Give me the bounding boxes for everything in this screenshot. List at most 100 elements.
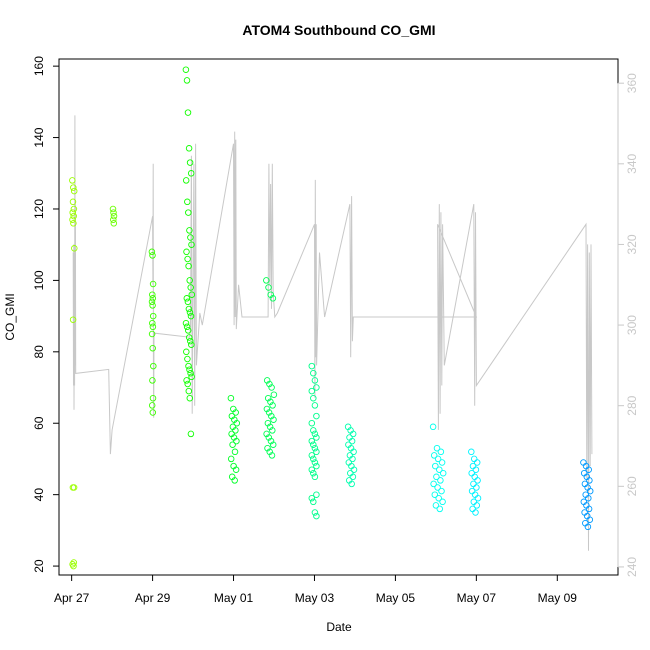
data-point xyxy=(266,423,274,431)
data-point xyxy=(186,394,194,402)
data-point xyxy=(263,377,271,384)
data-point xyxy=(474,477,481,484)
data-point xyxy=(269,402,276,409)
y-tick-label: 140 xyxy=(32,127,46,147)
data-point xyxy=(148,402,156,409)
x-tick-label: May 05 xyxy=(376,591,416,605)
data-point xyxy=(434,455,442,463)
data-point xyxy=(70,212,77,220)
data-point xyxy=(184,380,191,388)
data-point xyxy=(313,491,320,498)
data-point xyxy=(185,209,192,216)
data-point xyxy=(474,494,482,502)
data-point xyxy=(268,384,275,391)
data-point xyxy=(264,419,272,427)
data-point xyxy=(348,480,355,488)
data-point xyxy=(227,394,235,402)
data-point xyxy=(185,387,193,395)
data-point xyxy=(472,466,480,473)
y-tick-label: 60 xyxy=(32,416,46,430)
data-point xyxy=(470,498,478,506)
data-point xyxy=(149,323,157,331)
data-point xyxy=(469,505,476,513)
data-point xyxy=(263,277,270,284)
data-point xyxy=(268,452,276,459)
data-point xyxy=(187,170,195,177)
data-point xyxy=(308,452,316,459)
data-point xyxy=(471,491,479,498)
data-point xyxy=(185,362,192,370)
data-point xyxy=(311,430,319,438)
y-tick-label: 100 xyxy=(32,270,46,290)
y2-tick-label: 340 xyxy=(625,153,639,173)
data-point xyxy=(471,473,478,481)
data-point xyxy=(436,505,444,513)
x-axis-title: Date xyxy=(326,620,352,634)
data-point xyxy=(109,205,117,213)
data-point xyxy=(308,466,316,473)
data-point xyxy=(438,487,445,495)
secondary-series-layer xyxy=(72,115,593,551)
data-point xyxy=(311,377,319,384)
y-tick-label: 20 xyxy=(32,559,46,573)
data-point xyxy=(265,409,273,416)
data-point xyxy=(183,248,190,256)
data-point xyxy=(227,455,235,463)
data-point xyxy=(311,509,319,516)
x-axis: Apr 27 Apr 29 May 01 May 03 May 05 May 07 May … xyxy=(54,574,578,605)
data-point xyxy=(308,494,316,502)
data-point xyxy=(469,462,477,470)
data-point xyxy=(70,220,77,227)
data-point xyxy=(311,473,319,481)
data-point xyxy=(310,394,317,402)
x-tick-label: Apr 29 xyxy=(135,591,171,605)
y-tick-label: 160 xyxy=(32,56,46,76)
data-point xyxy=(310,455,317,463)
x-tick-label: Apr 27 xyxy=(54,591,90,605)
data-point xyxy=(585,505,593,513)
y2-tick-label: 240 xyxy=(625,557,639,577)
data-point xyxy=(430,480,437,488)
x-tick-label: May 07 xyxy=(457,591,497,605)
data-point xyxy=(148,330,156,338)
x-tick-label: May 09 xyxy=(538,591,578,605)
data-point xyxy=(184,109,192,116)
data-point xyxy=(350,466,358,473)
data-point xyxy=(311,459,319,466)
data-point xyxy=(310,469,317,477)
data-point xyxy=(429,423,437,431)
data-point xyxy=(349,430,357,438)
data-point xyxy=(184,355,191,363)
data-point xyxy=(430,452,438,459)
data-point xyxy=(183,348,190,356)
x-tick-label: May 03 xyxy=(295,591,335,605)
data-point xyxy=(267,437,275,445)
data-point xyxy=(431,491,439,498)
data-point xyxy=(71,245,78,252)
data-point xyxy=(188,291,196,298)
data-point xyxy=(586,487,594,495)
data-point xyxy=(349,455,356,463)
data-point xyxy=(150,362,157,370)
y-tick-label: 120 xyxy=(32,199,46,219)
data-point xyxy=(149,409,157,416)
data-point xyxy=(470,455,478,463)
data-point xyxy=(182,66,190,73)
data-point xyxy=(182,177,190,184)
data-point xyxy=(149,280,157,288)
data-point xyxy=(186,277,193,284)
data-point xyxy=(185,334,193,341)
data-point xyxy=(149,377,156,384)
data-point xyxy=(69,216,76,223)
data-point xyxy=(310,441,317,448)
data-point xyxy=(149,291,156,298)
chart-title: ATOM4 Southbound CO_GMI xyxy=(242,22,435,38)
data-point xyxy=(264,394,272,402)
data-point xyxy=(186,159,194,166)
secondary-series-line xyxy=(72,115,593,551)
data-point xyxy=(110,220,118,227)
data-point xyxy=(349,473,357,481)
data-point xyxy=(435,494,442,502)
data-point xyxy=(186,227,193,234)
y2-tick-label: 320 xyxy=(625,234,639,254)
